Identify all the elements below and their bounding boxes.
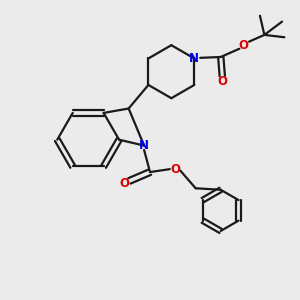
- Text: N: N: [139, 139, 149, 152]
- Text: O: O: [170, 163, 180, 176]
- Text: O: O: [239, 39, 249, 52]
- Text: O: O: [119, 177, 129, 190]
- Text: N: N: [189, 52, 199, 65]
- Text: O: O: [217, 75, 227, 88]
